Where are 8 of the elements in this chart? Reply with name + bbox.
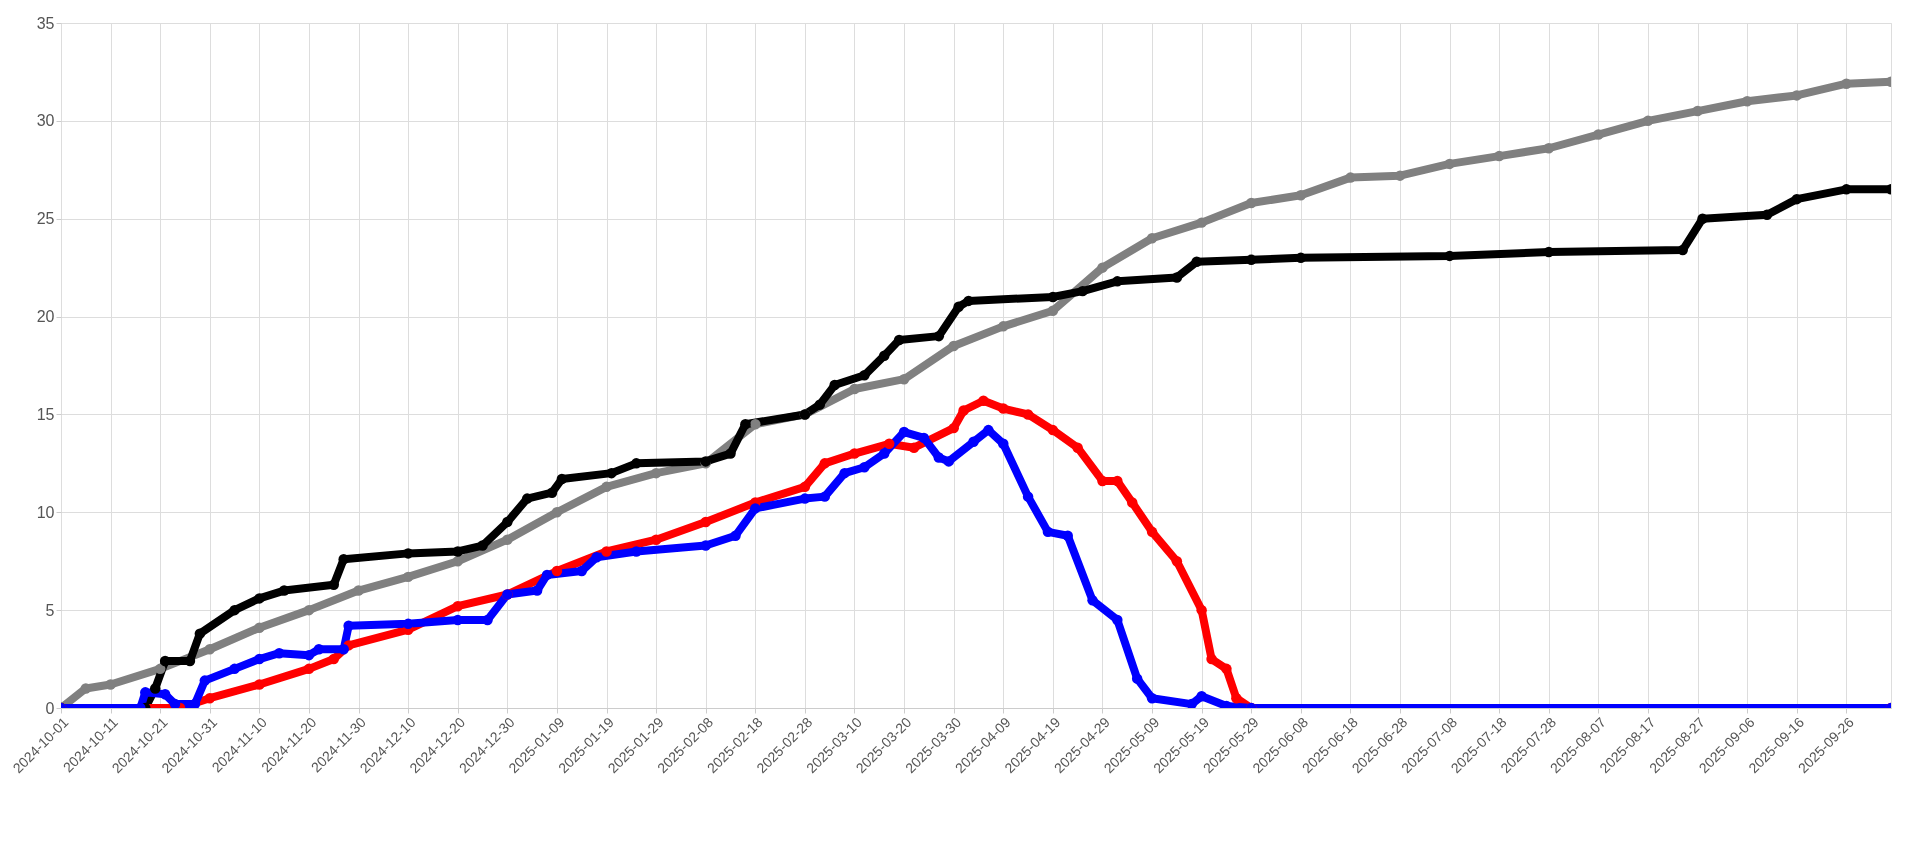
y-tick-label: 30	[36, 112, 55, 130]
y-tick-label: 20	[36, 308, 55, 326]
y-tick-label: 35	[36, 14, 55, 32]
y-tick-label: 15	[36, 405, 55, 423]
y-tick-label: 25	[36, 210, 55, 228]
y-tick-label: 5	[45, 601, 55, 619]
y-tick-label: 10	[36, 503, 55, 521]
y-tick-label: 0	[45, 699, 55, 717]
